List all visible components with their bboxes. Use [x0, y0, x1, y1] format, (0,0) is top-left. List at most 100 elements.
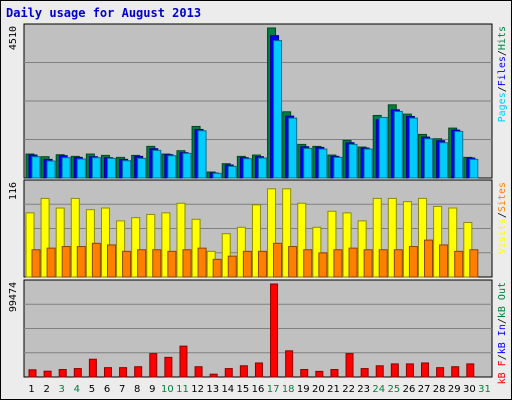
- legend-middle: Visits/Sites: [497, 182, 508, 254]
- bar-kb-f-day-18: [285, 350, 294, 378]
- legend-entry-visits: Visits: [497, 218, 508, 254]
- bar-kb-f-day-8: [134, 366, 143, 378]
- bar-pages-day-2: [46, 160, 56, 179]
- bar-kb-f-day-9: [149, 353, 158, 378]
- bar-visits-day-23: [357, 220, 367, 278]
- panel-1-ymax-label: 4510: [8, 26, 19, 50]
- bar-pages-day-22: [348, 143, 358, 179]
- bar-sites-day-19: [303, 249, 313, 278]
- bar-kb-f-day-22: [345, 353, 354, 378]
- bar-pages-day-10: [167, 155, 177, 179]
- x-tick-label-day-1: 1: [28, 384, 34, 395]
- bar-pages-day-3: [61, 157, 71, 179]
- legend-entry-files: Files: [497, 56, 508, 86]
- bar-visits-day-10: [161, 212, 171, 278]
- x-tick-label-day-31: 31: [478, 384, 491, 395]
- bar-pages-day-20: [318, 148, 328, 179]
- bar-sites-day-4: [76, 246, 86, 278]
- x-tick-label-day-12: 12: [191, 384, 204, 395]
- bar-sites-day-1: [31, 249, 41, 278]
- x-tick-label-day-6: 6: [104, 384, 110, 395]
- legend-entry--: /: [497, 212, 508, 218]
- bar-kb-f-day-30: [466, 363, 475, 378]
- x-tick-label-day-25: 25: [388, 384, 401, 395]
- bar-sites-day-23: [363, 249, 373, 278]
- x-tick-label-day-19: 19: [297, 384, 310, 395]
- bar-sites-day-13: [212, 258, 222, 278]
- bar-sites-day-24: [378, 249, 388, 278]
- bar-pages-day-28: [439, 142, 449, 179]
- x-tick-label-day-7: 7: [119, 384, 125, 395]
- bar-kb-f-day-26: [405, 363, 414, 378]
- bar-visits-day-4: [70, 197, 80, 278]
- bar-pages-day-4: [76, 158, 86, 179]
- legend-entry--: /: [497, 318, 508, 324]
- bar-sites-day-17: [273, 242, 283, 278]
- bar-visits-day-8: [131, 217, 141, 278]
- x-tick-label-day-21: 21: [327, 384, 340, 395]
- bar-pages-day-6: [106, 157, 116, 179]
- bar-kb-f-day-4: [73, 368, 82, 378]
- bar-visits-day-14: [221, 233, 231, 278]
- x-tick-label-day-27: 27: [418, 384, 431, 395]
- bar-kb-f-day-3: [58, 369, 67, 378]
- x-tick-label-day-30: 30: [463, 384, 476, 395]
- bar-visits-day-29: [448, 207, 458, 278]
- bar-kb-f-day-29: [451, 366, 460, 378]
- bar-kb-f-day-28: [436, 367, 445, 378]
- legend-entry--: /: [497, 50, 508, 56]
- bar-pages-day-12: [197, 130, 207, 179]
- x-tick-label-day-16: 16: [252, 384, 265, 395]
- bar-visits-day-19: [297, 202, 307, 278]
- bar-visits-day-27: [418, 197, 428, 278]
- bar-visits-day-17: [267, 188, 277, 278]
- bar-pages-day-17: [273, 40, 283, 179]
- legend-entry-kb-out: kB Out: [497, 282, 508, 318]
- bar-sites-day-15: [242, 250, 252, 278]
- bar-sites-day-25: [393, 249, 403, 278]
- bar-visits-day-20: [312, 226, 322, 278]
- bar-sites-day-14: [227, 255, 237, 278]
- bar-visits-day-6: [100, 207, 110, 278]
- bar-visits-day-28: [433, 205, 443, 278]
- x-tick-label-day-14: 14: [221, 384, 234, 395]
- panel-3-ymax-label: 99474: [8, 282, 19, 312]
- bar-pages-day-19: [303, 147, 313, 179]
- x-tick-label-day-13: 13: [206, 384, 219, 395]
- bar-sites-day-8: [137, 249, 147, 278]
- bar-kb-f-day-23: [360, 368, 369, 378]
- bar-kb-f-day-2: [43, 370, 52, 378]
- x-tick-label-day-17: 17: [267, 384, 280, 395]
- bar-visits-day-25: [387, 197, 397, 278]
- legend-entry-kb-in: kB In: [497, 324, 508, 354]
- bar-sites-day-2: [46, 247, 56, 278]
- bar-pages-day-25: [393, 110, 403, 179]
- bar-kb-f-day-20: [315, 370, 324, 378]
- bar-visits-day-26: [402, 201, 412, 278]
- bar-sites-day-3: [61, 246, 71, 278]
- x-tick-label-day-4: 4: [74, 384, 80, 395]
- bar-kb-f-day-27: [421, 362, 430, 378]
- x-tick-label-day-10: 10: [161, 384, 174, 395]
- legend-bottom: kB F/kB In/kB Out: [497, 282, 508, 384]
- bar-sites-day-28: [439, 244, 449, 278]
- bar-kb-f-day-25: [390, 363, 399, 378]
- x-tick-label-day-3: 3: [59, 384, 65, 395]
- bar-sites-day-5: [91, 242, 101, 278]
- bar-kb-f-day-17: [270, 283, 279, 378]
- bar-kb-f-day-21: [330, 369, 339, 378]
- bar-sites-day-27: [424, 239, 434, 278]
- bar-kb-f-day-1: [28, 369, 37, 378]
- x-tick-label-day-29: 29: [448, 384, 461, 395]
- bar-visits-day-9: [146, 213, 156, 278]
- bar-pages-day-8: [137, 157, 147, 179]
- bar-visits-day-22: [342, 212, 352, 278]
- x-tick-label-day-8: 8: [134, 384, 140, 395]
- bar-pages-day-16: [257, 157, 267, 179]
- legend-entry-kb-f: kB F: [497, 360, 508, 384]
- bar-pages-day-21: [333, 156, 343, 179]
- bar-visits-day-7: [116, 220, 126, 278]
- x-tick-label-day-2: 2: [43, 384, 49, 395]
- bar-kb-f-day-19: [300, 369, 309, 378]
- x-tick-label-day-22: 22: [342, 384, 355, 395]
